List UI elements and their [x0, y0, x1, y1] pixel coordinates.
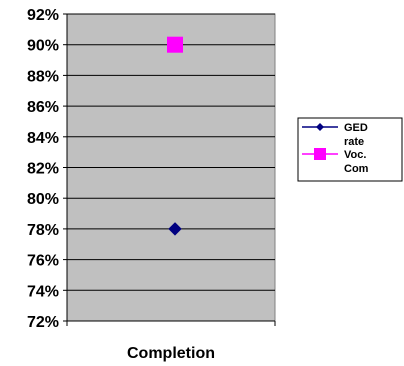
y-tick-label: 92% [27, 7, 59, 24]
y-tick-label: 80% [27, 191, 59, 208]
y-tick-label: 74% [27, 283, 59, 300]
data-markers [167, 36, 183, 236]
y-tick-labels: 72% 74% 76% 78% 80% 82% 84% 86% 88% 90% 92% [27, 7, 59, 331]
data-point-0 [168, 222, 182, 236]
legend-label-1-0: Voc. [344, 149, 366, 161]
legend-marker-1 [314, 148, 326, 160]
y-tick-label: 78% [27, 222, 59, 239]
y-tick-label: 90% [27, 38, 59, 55]
axes [63, 13, 276, 326]
legend-label-1-1: Com [344, 163, 369, 175]
y-tick-label: 82% [27, 161, 59, 178]
legend-label-0-1: rate [344, 136, 364, 148]
y-tick-label: 72% [27, 314, 59, 331]
y-tick-label: 86% [27, 99, 59, 116]
y-tick-label: 84% [27, 130, 59, 147]
x-category-label: Completion [127, 345, 215, 362]
legend-label-0-0: GED [344, 122, 368, 134]
legend-marker-0 [316, 123, 324, 131]
y-tick-label: 88% [27, 68, 59, 85]
y-tick-label: 76% [27, 253, 59, 270]
data-point-1 [167, 36, 183, 53]
